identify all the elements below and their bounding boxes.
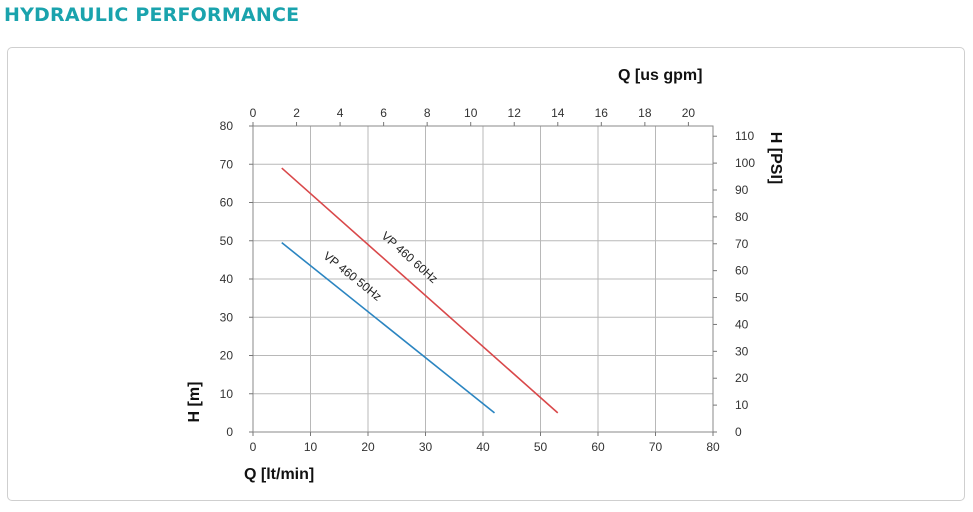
chart-titles: Q [lt/min] Q [us gpm] H [m] H [PSI] — [186, 67, 784, 483]
y2-tick-label: 90 — [735, 183, 749, 197]
y-tick-label: 0 — [226, 425, 233, 439]
y-tick-label: 70 — [220, 157, 234, 171]
x-axis-title: Q [lt/min] — [244, 466, 314, 483]
y2-tick-label: 20 — [735, 371, 749, 385]
chart-ticks: 0 10 20 30 40 50 60 70 80 0 10 20 30 40 50 60 70 80 0 2 4 6 8 1… — [220, 106, 756, 454]
y2-tick-label: 100 — [735, 156, 755, 170]
y2-tick-label: 30 — [735, 344, 749, 358]
x-tick-label: 50 — [534, 440, 548, 454]
y2-tick-label: 80 — [735, 210, 749, 224]
y2-tick-label: 0 — [735, 425, 742, 439]
x2-tick-label: 20 — [682, 106, 696, 120]
chart-panel — [7, 47, 965, 501]
series-label-1: VP 460 60Hz — [379, 229, 441, 286]
x2-tick-label: 10 — [464, 106, 478, 120]
chart-grid — [252, 125, 714, 433]
series-label-0: VP 460 50Hz — [321, 249, 385, 304]
y-tick-label: 40 — [220, 272, 234, 286]
x-tick-label: 80 — [706, 440, 720, 454]
x2-tick-label: 6 — [380, 106, 387, 120]
section-title: HYDRAULIC PERFORMANCE — [4, 4, 300, 26]
y-tick-label: 20 — [220, 349, 234, 363]
y-tick-label: 50 — [220, 234, 234, 248]
x-tick-label: 70 — [649, 440, 663, 454]
x2-tick-label: 4 — [337, 106, 344, 120]
y-axis-title: H [m] — [186, 382, 203, 423]
x-tick-label: 30 — [419, 440, 433, 454]
x2-tick-label: 12 — [508, 106, 522, 120]
x2-tick-label: 16 — [595, 106, 609, 120]
y2-tick-label: 40 — [735, 317, 749, 331]
x2-tick-label: 0 — [250, 106, 257, 120]
series-line-0 — [281, 242, 495, 414]
y2-tick-label: 110 — [735, 129, 754, 143]
x-tick-label: 0 — [250, 440, 257, 454]
x2-axis-title: Q [us gpm] — [618, 67, 702, 84]
x-tick-label: 40 — [476, 440, 490, 454]
x2-tick-label: 18 — [638, 106, 652, 120]
y-tick-label: 80 — [220, 119, 234, 133]
x-tick-label: 60 — [591, 440, 605, 454]
y2-tick-label: 10 — [735, 398, 749, 412]
y2-tick-label: 60 — [735, 264, 749, 278]
y2-tick-label: 50 — [735, 291, 749, 305]
x2-tick-label: 14 — [551, 106, 565, 120]
x2-tick-label: 2 — [293, 106, 300, 120]
y2-axis-title: H [PSI] — [767, 132, 784, 184]
x-tick-label: 10 — [304, 440, 318, 454]
y-tick-label: 10 — [220, 387, 234, 401]
y2-tick-label: 70 — [735, 237, 749, 251]
x2-tick-label: 8 — [424, 106, 431, 120]
y-tick-label: 60 — [220, 196, 234, 210]
x-tick-label: 20 — [361, 440, 375, 454]
y-tick-label: 30 — [220, 310, 234, 324]
series-line-1 — [281, 167, 559, 414]
